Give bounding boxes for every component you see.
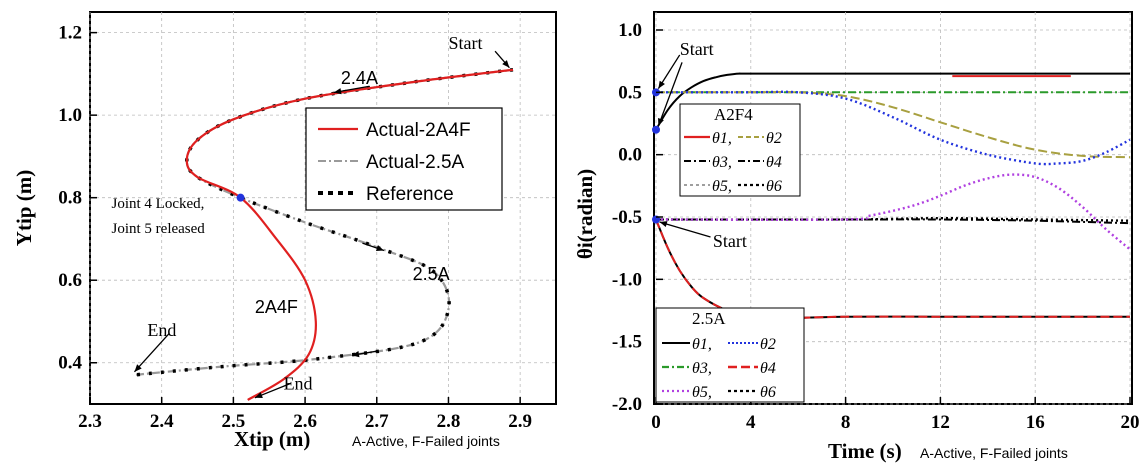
- left-xtick-label: 2.5: [222, 411, 246, 432]
- left-annotation: 2A4F: [255, 297, 298, 317]
- left-annotation: End: [147, 320, 176, 340]
- right-start-arrow-head: [658, 80, 665, 89]
- left-switch-point: [236, 193, 245, 202]
- legend-2-5a-title: 2.5A: [692, 309, 726, 328]
- 25a-label-1: θ1,: [692, 336, 712, 353]
- right-annotation: Start: [713, 231, 747, 251]
- right-legend-a2f4: A2F4 θ1, θ2 θ3, θ4 θ5, θ6: [679, 103, 801, 197]
- left-xtick-label: 2.9: [508, 411, 532, 432]
- right-ytick-label: 0.5: [618, 82, 642, 103]
- right-series-line: [655, 91, 1131, 159]
- 25a-label-6: θ6: [760, 384, 776, 401]
- left-ytick-label: 1.0: [58, 105, 82, 126]
- left-ytick-label: 0.6: [58, 270, 82, 291]
- right-xtick-label: 0: [651, 412, 661, 433]
- left-annotation: 2.5A: [413, 264, 450, 284]
- left-end-arrow-ref: [133, 333, 170, 373]
- right-ytick-label: -0.5: [612, 207, 642, 228]
- left-xtick-label: 2.3: [78, 411, 102, 432]
- left-chart: 2.3 2.4 2.5 2.6 2.7 2.8 2.9 0.4 0.6 0.8 1.0 1.2 Sta…: [12, 11, 557, 451]
- left-xlabel: Xtip (m): [234, 427, 310, 451]
- 25a-label-4: θ4: [760, 360, 776, 377]
- right-annotation: Start: [680, 39, 714, 59]
- legend-2-5a-box: [655, 307, 805, 403]
- right-start-arrow: [657, 62, 683, 127]
- right-start-arrow-lower-head: [659, 221, 668, 228]
- right-ytick-label: -1.5: [612, 332, 642, 353]
- a2f4-label-4: θ4: [766, 154, 782, 171]
- right-series-line: [655, 216, 1131, 222]
- left-annotation: End: [284, 374, 313, 394]
- left-ytick-label: 0.8: [58, 188, 82, 209]
- left-legend: Actual-2A4F Actual-2.5A Reference: [305, 107, 503, 211]
- legend-label-actual-2-5a: Actual-2.5A: [366, 152, 465, 173]
- right-xtick-label: 4: [746, 412, 756, 433]
- legend-a2f4-box: [679, 103, 801, 197]
- right-ytick-label: -1.0: [612, 269, 642, 290]
- left-annotation: Joint 5 released: [112, 221, 206, 237]
- a2f4-label-5: θ5,: [712, 178, 732, 195]
- left-dir-arrow-head: [333, 88, 342, 95]
- right-start-arrow-lower: [659, 221, 711, 238]
- left-ytick-label: 0.4: [58, 353, 82, 374]
- 25a-label-3: θ3,: [692, 360, 712, 377]
- left-series-actual-2a4f: [185, 68, 514, 401]
- right-xtick-label: 20: [1121, 412, 1140, 433]
- left-ytick-label: 1.2: [58, 23, 82, 44]
- right-xlabel-suffix: A-Active, F-Failed joints: [920, 445, 1068, 461]
- right-xtick-label: 16: [1026, 412, 1045, 433]
- left-annotation: Joint 4 Locked,: [112, 196, 205, 212]
- left-end-arrow-act-head: [254, 392, 263, 398]
- left-annotation: Start: [448, 33, 482, 53]
- legend-label-actual-2a4f: Actual-2A4F: [366, 120, 471, 141]
- right-xtick-label: 12: [931, 412, 950, 433]
- left-legend-box: [305, 107, 503, 211]
- a2f4-label-1: θ1,: [712, 130, 732, 147]
- right-start-point: [652, 125, 660, 134]
- 25a-label-2: θ2: [760, 336, 776, 353]
- right-chart: 0 4 8 12 16 20 1.0 0.5 0.0 -0.5 -1.0 -1.5 -2.0 Start…: [573, 11, 1140, 463]
- left-annotation: 2.4A: [341, 68, 378, 88]
- right-start-arrow-head: [658, 118, 664, 126]
- a2f4-label-3: θ3,: [712, 154, 732, 171]
- a2f4-label-6: θ6: [766, 178, 782, 195]
- left-ylabel: Ytip (m): [12, 170, 36, 246]
- left-start-arrow-head: [502, 60, 510, 68]
- a2f4-label-2: θ2: [766, 130, 782, 147]
- left-xtick-label: 2.7: [365, 411, 389, 432]
- left-plot-frame: [89, 11, 557, 405]
- left-end-arrow-ref-head: [134, 364, 142, 372]
- left-dir-arrow-head: [375, 245, 384, 252]
- left-xtick-label: 2.8: [437, 411, 461, 432]
- right-xtick-label: 8: [841, 412, 851, 433]
- right-ylabel: θi(radian): [573, 169, 597, 259]
- right-ytick-label: -2.0: [612, 394, 642, 415]
- right-series-line: [655, 72, 1130, 131]
- right-legend-2-5a: 2.5A θ1, θ2 θ3, θ4 θ5, θ6: [655, 307, 805, 403]
- right-xlabel: Time (s): [828, 439, 902, 463]
- left-xlabel-suffix: A-Active, F-Failed joints: [352, 433, 500, 449]
- left-xtick-label: 2.6: [293, 411, 317, 432]
- right-ytick-label: 0.0: [618, 145, 642, 166]
- left-dir-arrow-head: [351, 351, 360, 358]
- right-ytick-label: 1.0: [618, 20, 642, 41]
- right-series-line: [656, 218, 1131, 225]
- legend-label-reference: Reference: [366, 184, 454, 205]
- left-series-actual-2-5a: [132, 68, 514, 377]
- legend-a2f4-title: A2F4: [714, 105, 753, 124]
- 25a-label-5: θ5,: [692, 384, 712, 401]
- left-xtick-label: 2.4: [150, 411, 174, 432]
